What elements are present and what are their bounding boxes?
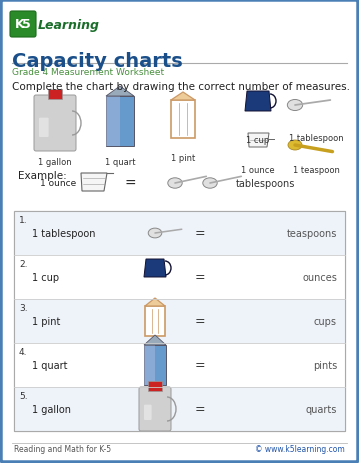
- Text: 1 pint: 1 pint: [171, 154, 195, 163]
- Bar: [14, 212, 345, 431]
- Text: =: =: [195, 403, 205, 416]
- Ellipse shape: [203, 178, 217, 189]
- Text: Complete the chart by drawing the correct number of measures.: Complete the chart by drawing the correc…: [12, 82, 350, 92]
- Text: Learning: Learning: [38, 19, 100, 31]
- Text: 1 cup: 1 cup: [246, 136, 270, 144]
- FancyBboxPatch shape: [10, 12, 36, 38]
- Text: teaspoons: teaspoons: [286, 229, 337, 238]
- Polygon shape: [245, 92, 271, 112]
- Text: =: =: [195, 359, 205, 372]
- FancyBboxPatch shape: [139, 387, 171, 431]
- Text: Example:: Example:: [18, 171, 67, 181]
- Bar: [14, 300, 345, 343]
- Text: 1 gallon: 1 gallon: [32, 404, 71, 414]
- Bar: [144, 345, 155, 385]
- Text: Grade 4 Measurement Worksheet: Grade 4 Measurement Worksheet: [12, 68, 164, 77]
- Text: pints: pints: [313, 360, 337, 370]
- Ellipse shape: [287, 100, 303, 111]
- Text: 1 pint: 1 pint: [32, 316, 60, 326]
- Text: 1 cup: 1 cup: [32, 272, 59, 282]
- Text: =: =: [195, 227, 205, 240]
- Text: 1.: 1.: [19, 216, 28, 225]
- Ellipse shape: [148, 229, 162, 238]
- Bar: [145, 307, 165, 336]
- Text: 5: 5: [22, 19, 31, 31]
- Text: 1 teaspoon: 1 teaspoon: [293, 166, 340, 175]
- Text: 2.: 2.: [19, 259, 28, 269]
- Text: 1 gallon: 1 gallon: [38, 158, 72, 167]
- FancyBboxPatch shape: [39, 119, 48, 138]
- Text: Capacity charts: Capacity charts: [12, 52, 183, 71]
- Text: =: =: [124, 176, 136, 191]
- FancyBboxPatch shape: [34, 96, 76, 152]
- Polygon shape: [171, 93, 195, 101]
- Bar: [14, 212, 345, 431]
- Polygon shape: [144, 335, 166, 345]
- Polygon shape: [81, 174, 107, 192]
- Text: 1 quart: 1 quart: [32, 360, 67, 370]
- Text: =: =: [195, 315, 205, 328]
- Bar: [148, 381, 162, 391]
- Polygon shape: [248, 134, 269, 148]
- Bar: [106, 97, 134, 147]
- Text: K: K: [15, 19, 25, 31]
- Text: 1 ounce: 1 ounce: [241, 166, 275, 175]
- Text: ounces: ounces: [302, 272, 337, 282]
- Text: 1 tablespoon: 1 tablespoon: [289, 134, 343, 143]
- Bar: [48, 90, 62, 100]
- Bar: [171, 101, 195, 139]
- Polygon shape: [106, 87, 134, 97]
- Text: 1 tablespoon: 1 tablespoon: [32, 229, 95, 238]
- Text: 4.: 4.: [19, 347, 28, 356]
- Text: 1 ounce: 1 ounce: [40, 179, 76, 188]
- Bar: [14, 343, 345, 387]
- Text: =: =: [195, 271, 205, 284]
- Ellipse shape: [168, 178, 182, 189]
- FancyBboxPatch shape: [144, 405, 151, 420]
- Text: 5.: 5.: [19, 391, 28, 400]
- Text: cups: cups: [314, 316, 337, 326]
- Bar: [14, 256, 345, 300]
- Text: Reading and Math for K-5: Reading and Math for K-5: [14, 444, 111, 454]
- Bar: [14, 387, 345, 431]
- Ellipse shape: [288, 141, 302, 150]
- Bar: [144, 345, 166, 385]
- Text: tablespoons: tablespoons: [235, 179, 295, 188]
- Polygon shape: [145, 298, 165, 307]
- Text: © www.k5learning.com: © www.k5learning.com: [255, 444, 345, 454]
- Bar: [14, 212, 345, 256]
- Bar: [106, 97, 120, 147]
- Text: 1 quart: 1 quart: [105, 158, 135, 167]
- Polygon shape: [144, 259, 166, 277]
- Text: quarts: quarts: [306, 404, 337, 414]
- Text: 3.: 3.: [19, 303, 28, 313]
